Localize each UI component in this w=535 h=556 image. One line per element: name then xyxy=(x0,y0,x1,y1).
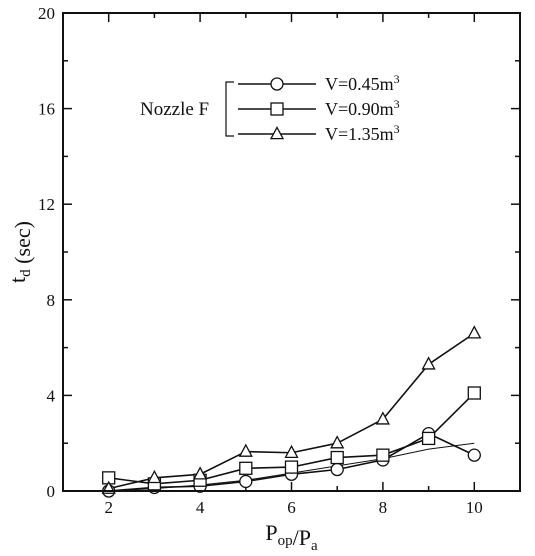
legend-marker xyxy=(270,102,284,116)
data-point-square xyxy=(376,448,390,462)
data-point-square xyxy=(421,431,436,446)
y-tick-label: 8 xyxy=(47,291,56,310)
data-point-circle xyxy=(239,474,253,489)
legend-group-label: Nozzle F xyxy=(140,99,209,120)
legend-entry-label: V=0.90m3 xyxy=(325,97,400,119)
series-markers xyxy=(101,325,482,498)
x-axis-title: Pop/Pa xyxy=(265,520,318,554)
data-point-triangle xyxy=(467,325,482,339)
x-tick-label: 4 xyxy=(196,498,205,517)
data-point-square xyxy=(467,386,481,400)
legend-marker xyxy=(269,126,285,140)
data-point-square xyxy=(284,460,299,474)
y-tick-label: 12 xyxy=(38,195,55,214)
data-point-square xyxy=(239,461,253,475)
data-point-triangle xyxy=(147,469,162,484)
data-point-triangle xyxy=(284,444,299,459)
legend-entry-label: V=1.35m3 xyxy=(325,122,400,144)
plot-frame xyxy=(62,12,521,492)
legend-entry-label: V=0.45m3 xyxy=(325,72,400,94)
data-point-triangle xyxy=(193,466,208,480)
legend: Nozzle F V=0.45m3 V=0.90m3 V=1.35m3 xyxy=(140,72,400,144)
data-point-triangle xyxy=(330,435,345,449)
data-point-triangle xyxy=(421,356,436,370)
legend-marker xyxy=(270,77,284,91)
x-tick-label: 8 xyxy=(379,498,388,517)
y-tick-label: 16 xyxy=(38,100,55,119)
x-tick-label: 10 xyxy=(466,498,483,517)
data-point-circle xyxy=(467,448,481,462)
x-tick-label: 2 xyxy=(104,498,113,517)
data-point-square xyxy=(330,450,344,465)
y-tick-label: 0 xyxy=(47,482,56,501)
y-axis-title: td (sec) xyxy=(5,221,35,283)
x-tick-label: 6 xyxy=(287,498,296,517)
y-tick-label: 20 xyxy=(38,4,55,23)
data-point-triangle xyxy=(238,443,253,457)
tick-labels: 2 4 6 8 10 0 4 8 12 16 20 xyxy=(38,4,483,517)
legend-bracket xyxy=(225,81,234,137)
y-tick-label: 4 xyxy=(47,386,56,405)
data-point-circle xyxy=(330,462,344,477)
data-point-triangle xyxy=(375,411,390,425)
